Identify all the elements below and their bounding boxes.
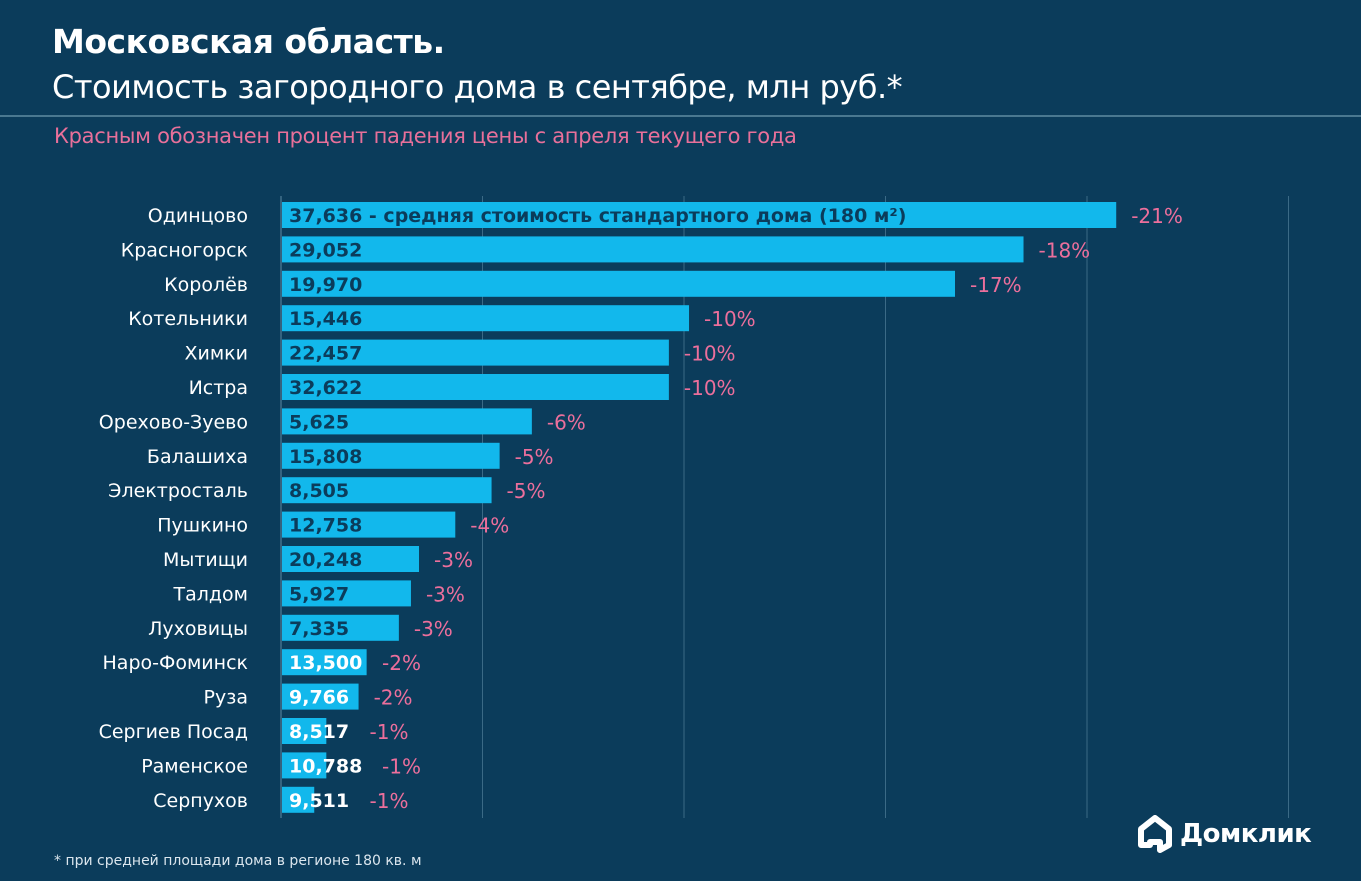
price-label: 20,248 (289, 549, 362, 571)
bar (282, 442, 500, 469)
category-label: Серпухов (153, 790, 248, 812)
percent-label: -4% (470, 514, 509, 538)
header-divider (0, 115, 1361, 117)
bar (282, 305, 690, 332)
percent-label: -5% (515, 445, 554, 469)
percent-label: -3% (434, 548, 473, 572)
category-label: Пушкино (157, 515, 248, 537)
bar (282, 752, 327, 779)
percent-label: -3% (426, 582, 465, 606)
percent-label: -2% (374, 686, 413, 710)
bar (282, 236, 1024, 263)
percent-label: -6% (547, 410, 586, 434)
chart-subtitle: Стоимость загородного дома в сентябре, м… (52, 68, 903, 106)
footnote: * при средней площади дома в регионе 180… (54, 853, 422, 869)
percent-label: -3% (414, 617, 453, 641)
bar (282, 546, 420, 572)
bar (282, 339, 669, 366)
category-label: Орехово-Зуево (99, 411, 248, 433)
category-label: Королёв (164, 274, 248, 296)
house-logo-icon (1138, 815, 1172, 853)
category-label: Руза (204, 687, 248, 709)
percent-label: -1% (370, 789, 409, 813)
bar (282, 649, 367, 676)
category-label: Наро-Фоминск (103, 652, 248, 674)
chart-title: Московская область. (52, 22, 445, 61)
price-label: 10,788 (289, 755, 362, 777)
category-label: Сергиев Посад (99, 721, 248, 743)
percent-label: -17% (970, 273, 1022, 297)
price-label: 29,052 (289, 239, 362, 261)
bar (282, 786, 315, 813)
price-label: 12,758 (289, 515, 362, 537)
price-label: 32,622 (289, 377, 362, 399)
price-label: 9,766 (289, 687, 349, 709)
gridlines (280, 196, 1289, 818)
price-label: 22,457 (289, 343, 362, 365)
percent-label: -10% (704, 307, 756, 331)
price-label: 13,500 (289, 652, 362, 674)
bar (282, 477, 492, 504)
bar (282, 683, 359, 710)
category-label: Котельники (128, 308, 248, 330)
price-label: 19,970 (289, 274, 362, 296)
category-label: Балашиха (147, 446, 248, 468)
percent-label: -10% (684, 376, 736, 400)
bars (282, 202, 1117, 813)
price-label: 5,625 (289, 411, 349, 433)
bar (282, 580, 411, 607)
brand-logo: Домклик (1138, 815, 1312, 853)
price-label: 7,335 (289, 618, 349, 640)
price-label: 8,517 (289, 721, 349, 743)
percent-label: -5% (507, 479, 546, 503)
category-label: Электросталь (108, 480, 248, 502)
category-label: Истра (189, 377, 248, 399)
category-label: Химки (184, 343, 248, 365)
category-label: Талдом (173, 583, 249, 605)
price-label: 15,808 (289, 446, 362, 468)
category-label: Луховицы (148, 618, 248, 640)
category-label: Одинцово (148, 205, 248, 227)
category-label: Красногорск (121, 239, 248, 261)
bar (282, 270, 956, 297)
bar (282, 511, 456, 538)
percent-label: -21% (1131, 204, 1183, 228)
price-label: 8,505 (289, 480, 349, 502)
percent-label: -1% (382, 754, 421, 778)
bar (282, 374, 669, 400)
price-label: 37,636 - средняя стоимость стандартного … (289, 205, 906, 227)
percent-label: -2% (382, 651, 421, 675)
chart-note: Красным обозначен процент падения цены с… (54, 124, 797, 148)
percent-label: -18% (1039, 238, 1091, 262)
category-label: Мытищи (163, 549, 248, 571)
category-label: Раменское (141, 755, 248, 777)
percent-label: -1% (370, 720, 409, 744)
labels: Одинцово 37,636 - средняя стоимость станд… (99, 204, 1183, 813)
bar (282, 202, 1117, 228)
bar (282, 718, 327, 744)
bar (282, 614, 399, 641)
brand-name: Домклик (1180, 819, 1312, 849)
bar (282, 408, 532, 435)
price-label: 9,511 (289, 790, 349, 812)
percent-label: -10% (684, 342, 736, 366)
price-label: 5,927 (289, 583, 349, 605)
price-label: 15,446 (289, 308, 362, 330)
